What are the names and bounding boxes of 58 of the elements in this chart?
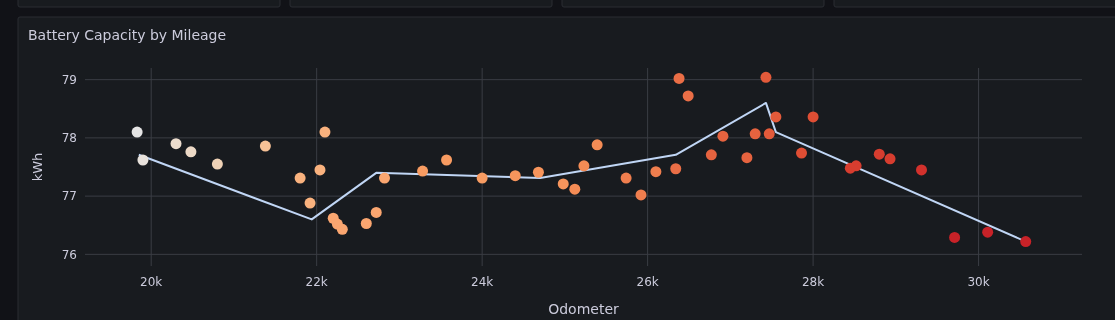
point — [705, 149, 717, 161]
point — [319, 126, 331, 138]
point — [770, 111, 782, 123]
point — [131, 126, 143, 138]
point — [749, 128, 761, 140]
x-tick-label: 24k — [471, 275, 494, 290]
point — [873, 148, 885, 160]
point — [441, 154, 453, 166]
point — [635, 189, 647, 201]
point — [763, 128, 775, 140]
point — [884, 153, 896, 165]
x-tick-label: 26k — [636, 275, 659, 290]
y-tick-label: 78 — [61, 131, 77, 146]
point — [370, 206, 382, 218]
point — [670, 163, 682, 175]
x-tick-label: 22k — [305, 275, 328, 290]
x-axis-title: Odometer — [548, 301, 620, 317]
x-tick-label: 30k — [967, 275, 990, 290]
point — [417, 165, 429, 177]
x-tick-label: 28k — [801, 275, 825, 290]
y-axis-title: kWh — [30, 152, 45, 182]
chart-title: Battery Capacity by Mileage — [28, 27, 227, 43]
point — [557, 178, 569, 190]
point — [1020, 236, 1032, 248]
point — [170, 138, 182, 150]
point — [796, 147, 808, 159]
point — [509, 170, 521, 182]
point — [760, 71, 772, 83]
y-tick-label: 77 — [61, 189, 77, 204]
point — [360, 217, 372, 229]
point — [137, 154, 149, 166]
point — [591, 139, 603, 151]
point — [717, 130, 729, 142]
point — [532, 166, 544, 178]
point — [578, 160, 590, 172]
point — [294, 172, 306, 184]
point — [949, 231, 961, 243]
point — [682, 90, 694, 102]
point — [807, 111, 819, 123]
y-tick-label: 79 — [61, 72, 77, 87]
point — [476, 172, 488, 184]
point — [379, 172, 391, 184]
point — [741, 152, 753, 164]
point — [304, 197, 316, 209]
point — [259, 140, 271, 152]
point — [982, 226, 994, 238]
y-tick-label: 76 — [61, 247, 77, 262]
x-tick-label: 20k — [140, 275, 163, 290]
point — [850, 160, 862, 172]
point — [211, 158, 223, 170]
point — [620, 172, 632, 184]
point — [336, 223, 348, 235]
point — [673, 72, 685, 84]
point — [915, 164, 927, 176]
point — [314, 164, 326, 176]
point — [650, 166, 662, 178]
point — [185, 146, 197, 158]
point — [569, 183, 581, 195]
